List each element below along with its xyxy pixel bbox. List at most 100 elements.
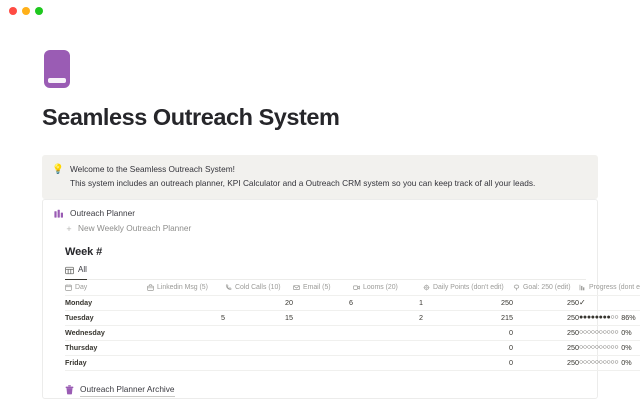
cell-email[interactable] bbox=[293, 325, 353, 341]
outreach-planner-archive-link[interactable]: Outreach Planner Archive bbox=[43, 371, 597, 397]
cell-cold-calls[interactable] bbox=[225, 325, 293, 341]
column-header-email-label: Email (5) bbox=[303, 283, 331, 291]
cell-progress[interactable]: ●●●●●●●●○○ 86% bbox=[579, 310, 640, 326]
table-header-row: Day Linkedin Msg (5) bbox=[65, 280, 640, 296]
traffic-light-group bbox=[9, 7, 43, 15]
database-title: Outreach Planner bbox=[70, 208, 136, 218]
briefcase-icon bbox=[147, 284, 154, 291]
table-row[interactable]: Monday 20 6 1 250 250 ✓ bbox=[65, 295, 640, 311]
notebook-icon[interactable] bbox=[44, 50, 70, 88]
cell-goal[interactable]: 250 bbox=[513, 295, 579, 311]
minimize-window-button[interactable] bbox=[22, 7, 30, 15]
cell-goal[interactable]: 250 bbox=[513, 310, 579, 326]
trash-icon bbox=[65, 385, 74, 395]
close-window-button[interactable] bbox=[9, 7, 17, 15]
cell-goal[interactable]: 250 bbox=[513, 340, 579, 356]
column-header-cold-calls-label: Cold Calls (10) bbox=[235, 283, 281, 291]
tab-all[interactable]: All bbox=[65, 265, 87, 280]
cell-progress[interactable]: ✓ bbox=[579, 295, 640, 311]
new-weekly-planner-label: New Weekly Outreach Planner bbox=[78, 223, 192, 233]
cell-cold-calls[interactable]: 20 bbox=[225, 295, 293, 311]
cell-linkedin[interactable] bbox=[147, 340, 225, 356]
cell-cold-calls[interactable] bbox=[225, 340, 293, 356]
cell-progress[interactable]: ○○○○○○○○○○ 0% bbox=[579, 355, 640, 371]
target-icon bbox=[513, 284, 520, 291]
cell-cold-calls[interactable]: 15 bbox=[225, 310, 293, 326]
column-header-goal[interactable]: Goal: 250 (edit) bbox=[513, 280, 579, 296]
planner-table: Day Linkedin Msg (5) bbox=[65, 280, 640, 371]
column-header-email[interactable]: Email (5) bbox=[293, 280, 353, 296]
phone-icon bbox=[225, 284, 232, 290]
envelope-icon bbox=[293, 284, 300, 290]
progress-pips: ○○○○○○○○○○ bbox=[579, 358, 619, 366]
cell-email[interactable] bbox=[293, 355, 353, 371]
column-header-linkedin-label: Linkedin Msg (5) bbox=[157, 283, 208, 291]
view-tabs: All bbox=[43, 258, 597, 280]
new-weekly-planner-button[interactable]: + New Weekly Outreach Planner bbox=[43, 219, 597, 234]
cell-daily-points[interactable]: 250 bbox=[423, 295, 513, 311]
cell-day[interactable]: Thursday bbox=[65, 340, 147, 356]
cell-goal[interactable]: 250 bbox=[513, 355, 579, 371]
archive-label: Outreach Planner Archive bbox=[80, 384, 175, 397]
cell-email[interactable]: 6 bbox=[293, 295, 353, 311]
cell-linkedin[interactable] bbox=[147, 325, 225, 341]
cell-linkedin[interactable]: 5 bbox=[147, 310, 225, 326]
cell-linkedin[interactable] bbox=[147, 295, 225, 311]
table-icon bbox=[65, 266, 74, 274]
column-header-day-label: Day bbox=[75, 283, 88, 291]
progress-pips: ○○○○○○○○○○ bbox=[579, 328, 619, 336]
tab-all-label: All bbox=[78, 265, 87, 274]
bar-chart-icon bbox=[54, 209, 63, 218]
cell-looms[interactable]: 2 bbox=[353, 310, 423, 326]
progress-percent-label: 0% bbox=[621, 328, 632, 337]
table-row[interactable]: Thursday 0 250 ○○○○○○○○○○ 0% bbox=[65, 340, 640, 356]
calendar-icon bbox=[65, 284, 72, 291]
cell-email[interactable] bbox=[293, 310, 353, 326]
column-header-progress[interactable]: Progress (dont edit) bbox=[579, 280, 640, 296]
cell-daily-points[interactable]: 0 bbox=[423, 325, 513, 341]
table-row[interactable]: Wednesday 0 250 ○○○○○○○○○○ 0% bbox=[65, 325, 640, 341]
column-header-goal-label: Goal: 250 (edit) bbox=[523, 283, 571, 291]
cell-daily-points[interactable]: 215 bbox=[423, 310, 513, 326]
cell-progress[interactable]: ○○○○○○○○○○ 0% bbox=[579, 340, 640, 356]
planner-table-head: Day Linkedin Msg (5) bbox=[65, 280, 640, 296]
table-row[interactable]: Friday 0 250 ○○○○○○○○○○ 0% bbox=[65, 355, 640, 371]
week-heading: Week # bbox=[65, 246, 103, 258]
chart-icon bbox=[579, 284, 585, 291]
page-icon-wrapper[interactable] bbox=[44, 50, 70, 88]
cell-daily-points[interactable]: 0 bbox=[423, 355, 513, 371]
cell-daily-points[interactable]: 0 bbox=[423, 340, 513, 356]
cell-progress[interactable]: ○○○○○○○○○○ 0% bbox=[579, 325, 640, 341]
cell-goal[interactable]: 250 bbox=[513, 325, 579, 341]
table-row[interactable]: Tuesday 5 15 2 215 250 ●●●●●●●●○○ 86% bbox=[65, 310, 640, 326]
cell-day[interactable]: Wednesday bbox=[65, 325, 147, 341]
database-header[interactable]: Outreach Planner bbox=[43, 200, 597, 219]
cell-looms[interactable] bbox=[353, 325, 423, 341]
planner-table-body: Monday 20 6 1 250 250 ✓ Tuesday 5 15 2 215 250 ●●●●●●… bbox=[65, 295, 640, 371]
column-header-daily-points-label: Daily Points (don't edit) bbox=[433, 283, 504, 291]
callout-line-1: Welcome to the Seamless Outreach System! bbox=[70, 164, 235, 174]
cell-looms[interactable] bbox=[353, 355, 423, 371]
cell-looms[interactable]: 1 bbox=[353, 295, 423, 311]
video-icon bbox=[353, 285, 360, 290]
column-header-looms-label: Looms (20) bbox=[363, 283, 398, 291]
column-header-linkedin[interactable]: Linkedin Msg (5) bbox=[147, 280, 225, 296]
column-header-looms[interactable]: Looms (20) bbox=[353, 280, 423, 296]
welcome-callout: 💡 Welcome to the Seamless Outreach Syste… bbox=[42, 155, 598, 199]
lightbulb-icon: 💡 bbox=[52, 164, 64, 175]
maximize-window-button[interactable] bbox=[35, 7, 43, 15]
cell-day[interactable]: Tuesday bbox=[65, 310, 147, 326]
column-header-cold-calls[interactable]: Cold Calls (10) bbox=[225, 280, 293, 296]
progress-percent-label: 86% bbox=[621, 313, 636, 322]
cell-day[interactable]: Monday bbox=[65, 295, 147, 311]
callout-line-2: This system includes an outreach planner… bbox=[70, 177, 536, 188]
column-header-daily-points[interactable]: Daily Points (don't edit) bbox=[423, 280, 513, 296]
page-title: Seamless Outreach System bbox=[42, 104, 340, 130]
cell-email[interactable] bbox=[293, 340, 353, 356]
cell-day[interactable]: Friday bbox=[65, 355, 147, 371]
cell-linkedin[interactable] bbox=[147, 355, 225, 371]
cell-looms[interactable] bbox=[353, 340, 423, 356]
cell-cold-calls[interactable] bbox=[225, 355, 293, 371]
column-header-day[interactable]: Day bbox=[65, 280, 147, 296]
